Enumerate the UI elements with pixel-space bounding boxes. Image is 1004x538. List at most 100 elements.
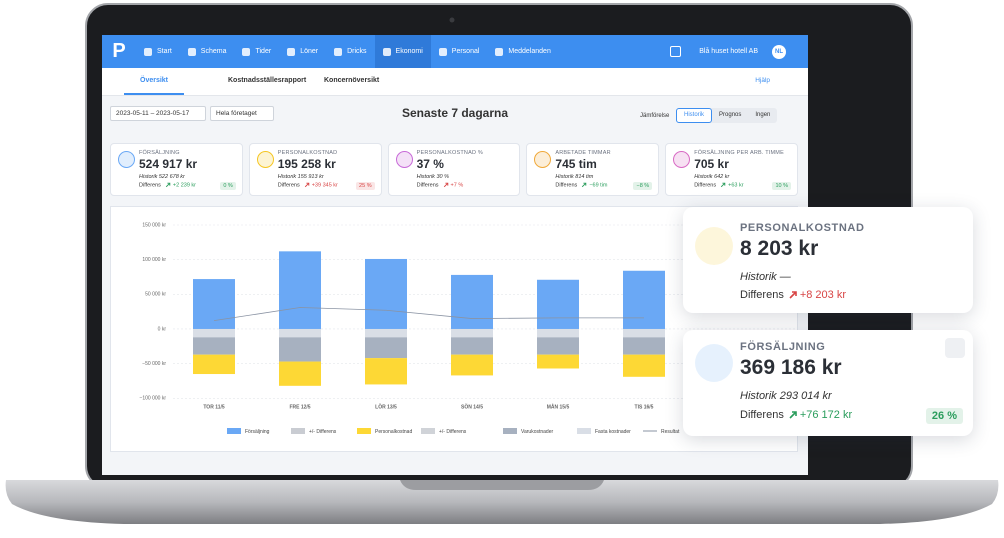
nav-label: Löner: [300, 48, 319, 55]
compare-label: Jämförelse: [640, 113, 670, 119]
kpi-diff: Differens +2 239 kr: [139, 182, 196, 188]
popup-label-row: PERSONALKOSTNAD: [740, 222, 865, 234]
bar-segment: [537, 354, 579, 369]
history-value: 522 678 kr: [158, 174, 185, 180]
y-tick-label: 0 kr: [158, 326, 167, 332]
kpi-history: Historik 155 913 kr: [278, 174, 324, 180]
nav-icon: [242, 47, 251, 56]
nav-item[interactable]: Personal: [431, 35, 488, 68]
history-value: —: [779, 271, 791, 283]
kpi-diff: Differens +39 345 kr: [278, 182, 338, 188]
legend-swatch: [227, 428, 241, 434]
bar-segment: [451, 274, 493, 329]
nav-play[interactable]: [670, 46, 682, 57]
bar-segment: [279, 361, 321, 386]
user-avatar[interactable]: NL: [772, 44, 786, 59]
diff-value: +39 345 kr: [311, 182, 338, 189]
result-line: [213, 307, 644, 322]
bar-segment: [537, 279, 579, 329]
edit-button[interactable]: [945, 338, 965, 358]
tab[interactable]: Koncernöversikt: [324, 77, 380, 84]
kpi-label: FÖRSÄLJNING: [139, 150, 180, 156]
compare-option[interactable]: Historik: [676, 108, 713, 123]
diff-label: Differens: [416, 182, 439, 189]
history-label: Historik: [740, 271, 777, 283]
popup-card: FÖRSÄLJNING 369 186 kr Historik 293 014 kr…: [683, 330, 973, 436]
kpi-value: 745 tim: [555, 157, 597, 171]
bar-segment: [451, 328, 493, 338]
history-label: Historik: [740, 390, 777, 402]
diff-label: Differens: [139, 182, 161, 189]
camera: [449, 17, 455, 23]
nav-label: Ekonomi: [395, 48, 423, 55]
compare-toggle: Historik Prognos Ingen: [676, 108, 778, 123]
y-tick-label: −100 000 kr: [139, 396, 166, 402]
bar-segment: [365, 328, 407, 338]
nav-item[interactable]: Löner: [279, 35, 326, 68]
bar-segment: [623, 337, 665, 355]
y-tick-label: 50 000 kr: [145, 292, 166, 298]
diff-value: +8 203 kr: [799, 289, 846, 301]
bar-segment: [537, 337, 579, 355]
bar-segment: [193, 354, 235, 375]
y-tick-label: 100 000 kr: [142, 257, 166, 263]
date-range-select[interactable]: 2023-05-11 – 2023-05-17: [110, 106, 207, 121]
kpi-value: 524 917 kr: [139, 157, 198, 171]
legend-swatch: [421, 428, 435, 434]
trend-arrow: [443, 182, 448, 188]
kpi-icon: [118, 151, 135, 168]
nav-item[interactable]: Tider: [234, 35, 279, 68]
help-link[interactable]: Hjälp: [755, 77, 770, 84]
x-tick-label: FRE 12/5: [289, 404, 310, 410]
history-value: 155 913 kr: [297, 174, 324, 180]
nav-item[interactable]: Schema: [180, 35, 235, 68]
compare-option[interactable]: Prognos: [719, 112, 742, 118]
nav-label: Tider: [255, 48, 272, 55]
bar-segment: [365, 358, 407, 385]
diff-value: +7 %: [450, 182, 464, 189]
diff-label: Differens: [555, 182, 578, 189]
tab[interactable]: Kostnadsställesrapport: [228, 77, 307, 84]
legend-swatch: [503, 428, 517, 434]
arrow-path: [443, 182, 448, 188]
kpi-label: FÖRSÄLJNING PER ARB. TIMME: [694, 150, 784, 156]
legend-label: +/- Differens: [309, 429, 337, 435]
popup-card: PERSONALKOSTNAD 8 203 kr Historik — Differe…: [683, 207, 973, 313]
bar-segment: [193, 328, 235, 338]
nav-icon: [144, 47, 152, 56]
arrow-path: [582, 182, 587, 188]
popup-diff: Differens +76 172 kr: [740, 409, 852, 421]
nav-item[interactable]: Ekonomi: [374, 35, 431, 68]
kpi-label: PERSONALKOSTNAD: [277, 150, 338, 156]
history-value: 30 %: [436, 174, 450, 180]
y-tick-label: 150 000 kr: [142, 222, 166, 228]
diff-value: −69 tim: [589, 182, 608, 189]
nav-label: Dricks: [347, 48, 367, 55]
bar-segment: [451, 337, 493, 355]
company[interactable]: Blå huset hotell AB: [699, 48, 758, 55]
nav-item[interactable]: Meddelanden: [487, 35, 558, 68]
kpi-value: 705 kr: [694, 157, 729, 171]
nav-icon: [187, 47, 196, 56]
arrow-path: [720, 182, 726, 188]
kpi-diff: Differens +63 kr: [694, 182, 743, 188]
section-title: Senaste 7 dagarna: [401, 106, 509, 120]
nav-label: Meddelanden: [508, 48, 551, 55]
nav-item[interactable]: Start: [136, 35, 180, 68]
kpi-history: Historik 522 678 kr: [139, 174, 185, 180]
arrow-path: [165, 182, 171, 188]
kpi-icon: [256, 151, 274, 168]
kpi-icon: [534, 151, 552, 168]
kpi-card: PERSONALKOSTNAD 195 258 kr Historik 155 91…: [248, 143, 382, 196]
kpi-value: 37 %: [416, 157, 444, 171]
nav-icon: [495, 47, 504, 56]
tab[interactable]: Översikt: [124, 68, 185, 95]
history-label: Historik: [694, 174, 713, 180]
kpi-history: Historik 642 kr: [694, 174, 729, 180]
legend-label: Fasta kostnader: [595, 429, 631, 435]
nav-item[interactable]: Dricks: [326, 35, 374, 68]
scope-select[interactable]: Hela företaget: [210, 106, 274, 121]
compare-option[interactable]: Ingen: [755, 112, 771, 118]
bar-segment: [623, 270, 665, 329]
